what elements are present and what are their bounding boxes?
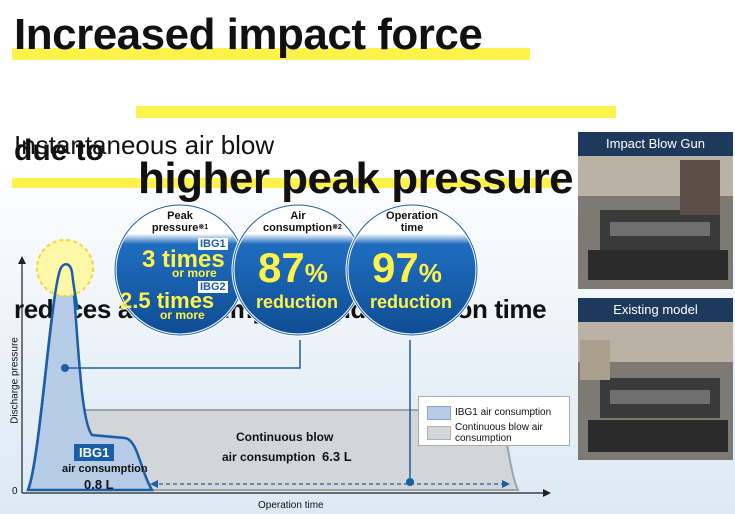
air-label: reduction — [256, 292, 339, 312]
peak-ibg2-tag: IBG2 — [198, 281, 228, 293]
peak-highlight-circle — [36, 239, 94, 297]
air-value-row: 87% — [258, 244, 328, 292]
air-unit: % — [304, 258, 328, 288]
peak-ibg2-value: 2.5 times — [120, 288, 215, 313]
continuous-value: 6.3 L — [322, 449, 352, 464]
peak-ibg2-suffix: or more — [160, 308, 205, 322]
legend-item-ibg1: IBG1 air consumption — [455, 407, 552, 418]
peak-curve-overlay — [26, 263, 80, 491]
peak-ibg1-tag: IBG1 — [198, 238, 228, 250]
legend: IBG1 air consumption Continuous blow air… — [418, 396, 570, 446]
ibg1-box-tag: IBG1 — [74, 444, 115, 461]
air-title-line1: Air — [290, 210, 306, 222]
legend-item-continuous-2: consumption — [455, 433, 512, 444]
time-value: 97 — [372, 244, 419, 291]
headline-line2-prefix: due to — [14, 134, 104, 167]
y-axis-label: Discharge pressure — [9, 337, 21, 424]
circle-time-outline — [346, 204, 478, 336]
headline-line2-main: higher peak pressure — [138, 154, 574, 203]
peak-title-line1: Peak — [167, 210, 193, 222]
x-axis-label: Operation time — [258, 500, 324, 511]
dash-arrow-right — [502, 480, 510, 488]
peak-note: ※1 — [198, 224, 209, 231]
air-title: Air consumption※2 — [263, 210, 342, 234]
peak-title-line2: pressure — [151, 222, 199, 234]
zero-label: 0 — [12, 486, 18, 497]
y-axis-arrow — [18, 256, 26, 264]
peak-ibg1-value: 3 times — [142, 246, 225, 273]
time-title-line1: Operation — [386, 210, 438, 222]
air-value: 87 — [258, 244, 305, 291]
continuous-line2: air consumption — [222, 450, 316, 464]
photo-existing-model — [578, 322, 733, 460]
time-title-line2: time — [400, 222, 424, 234]
peak-ibg1-suffix: or more — [172, 266, 217, 280]
photo-impact-blow-gun — [578, 156, 733, 289]
x-axis-arrow — [543, 489, 551, 497]
continuous-line2-row: air consumption 6.3 L — [222, 449, 352, 464]
subheadline-highlight — [12, 178, 560, 188]
headline-highlight-2 — [136, 106, 616, 118]
time-title: Operation time — [377, 210, 447, 234]
legend-swatch-ibg1 — [427, 406, 451, 420]
ibg1-air-line1: air consumption — [62, 463, 148, 475]
legend-item-continuous-1: Continuous blow air — [455, 422, 543, 433]
photo-caption-existing-model: Existing model — [578, 298, 733, 322]
headline-highlight-1 — [12, 48, 530, 60]
time-value-row: 97% — [372, 244, 442, 292]
connector-dot-air — [61, 364, 69, 372]
air-note: ※2 — [332, 224, 342, 231]
subheadline-line1: Instantaneous air blow — [14, 130, 275, 160]
peak-title: Peak pressure※1 — [150, 210, 210, 234]
dash-arrow-left — [150, 480, 158, 488]
time-label: reduction — [370, 292, 453, 312]
continuous-line1: Continuous blow — [236, 430, 334, 444]
ibg1-air-value: 0.8 L — [84, 477, 114, 492]
legend-swatch-continuous — [427, 426, 451, 440]
connector-dot-time — [406, 478, 414, 486]
air-title-line2: consumption — [263, 222, 333, 234]
photo-caption-impact-blow-gun: Impact Blow Gun — [578, 132, 733, 156]
connector-air — [65, 340, 301, 369]
headline-line1: Increased impact force — [14, 10, 483, 59]
time-unit: % — [418, 258, 442, 288]
